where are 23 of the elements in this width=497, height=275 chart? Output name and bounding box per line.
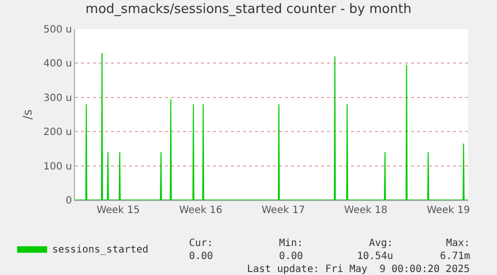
text: Cur: <box>189 238 214 249</box>
y-tick-label: 100 u <box>43 161 72 172</box>
x-tick-label: Week 18 <box>344 205 388 216</box>
y-axis-title: /s <box>20 109 35 120</box>
text: Min: <box>279 238 304 249</box>
y-tick-label: 200 u <box>43 127 72 138</box>
text: 6.71m <box>440 251 470 262</box>
text: 10.54u <box>357 251 394 262</box>
x-tick-label: Week 15 <box>96 205 140 216</box>
y-tick-label: 500 u <box>43 24 72 36</box>
text: Max: <box>446 238 470 249</box>
x-tick-label: Week 17 <box>262 205 305 216</box>
text: Last update: Fri May 9 00:00:20 2025 <box>247 264 470 275</box>
y-tick-label: 0 <box>66 196 72 206</box>
text: 0.00 <box>279 251 304 262</box>
y-tick-label: 400 u <box>43 58 72 70</box>
y-tick-label: 300 u <box>43 92 72 104</box>
text: 0.00 <box>189 251 214 262</box>
x-tick-label: Week 16 <box>179 205 222 216</box>
text: Avg: <box>369 238 394 249</box>
x-tick-label: Week 19 <box>426 205 470 216</box>
chart-title: mod_smacks/sessions_started counter - by month <box>86 2 412 18</box>
legend-label: sessions_started <box>52 244 148 256</box>
